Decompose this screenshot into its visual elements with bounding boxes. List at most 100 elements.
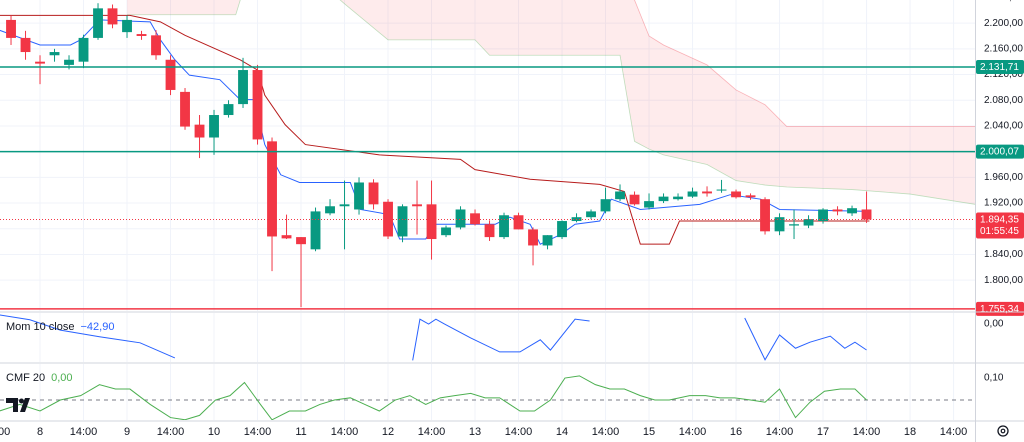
candle-body <box>35 61 45 64</box>
candle-body <box>296 237 306 245</box>
candle-body <box>542 235 553 246</box>
level-label: 2.000,07 <box>980 147 1019 158</box>
candle-body <box>354 182 364 210</box>
y-tick-label: 2.040,00 <box>984 121 1023 132</box>
x-tick-label: 14:00 <box>679 426 707 438</box>
candle-body <box>267 141 277 237</box>
last-price-label: 1.894,35 <box>980 215 1019 226</box>
level-label-box <box>976 144 1024 159</box>
pane-2 <box>0 375 975 420</box>
indicator-line <box>0 375 867 420</box>
candle-body <box>426 204 437 240</box>
candle-body <box>774 217 785 232</box>
x-tick-label: 14:00 <box>592 426 620 438</box>
candle-body <box>760 199 770 232</box>
candle-body <box>658 196 669 202</box>
legend-value: 0,00 <box>51 372 72 384</box>
candle-body <box>6 19 16 38</box>
candle-body <box>702 191 712 194</box>
y-tick-label: 2.160,00 <box>984 43 1023 54</box>
grid: 14:00 8 14:00 9 14:00 10 14:00 11 14:00 12 14:00 13… <box>0 0 967 438</box>
pane-axis-1: 0,00 Mom 10 close −42,90 <box>6 319 1004 333</box>
candle-body <box>136 34 147 36</box>
x-tick-label: 14:00 <box>244 426 272 438</box>
legend-name: CMF 20 <box>6 372 45 384</box>
candle-body <box>455 209 466 228</box>
x-tick-label: 14:00 <box>0 426 10 438</box>
x-tick-label: 9 <box>124 426 130 438</box>
x-tick-label: 8 <box>37 426 43 438</box>
x-tick-label: 14:00 <box>70 426 98 438</box>
candle-body <box>180 91 190 127</box>
candle-body <box>803 219 814 226</box>
candle-body <box>513 215 524 230</box>
candle-body <box>484 224 495 238</box>
tradingview-logo <box>6 398 30 412</box>
candle-body <box>789 224 799 226</box>
last-price-box <box>976 212 1024 239</box>
x-tick-label: 13 <box>469 426 481 438</box>
y-tick-label: 0,10 <box>984 373 1004 384</box>
candle-body <box>673 196 683 200</box>
candle-body <box>600 199 611 212</box>
pane-0 <box>0 0 975 310</box>
candle-body <box>383 201 393 237</box>
candle-body <box>122 19 132 33</box>
settings-icon[interactable] <box>997 425 1009 437</box>
x-tick-label: 18 <box>904 426 916 438</box>
y-tick-label: 1.920,00 <box>984 198 1023 209</box>
candle-body <box>861 209 872 220</box>
level-label: 1.755,34 <box>980 304 1019 315</box>
x-tick-label: 14:00 <box>940 426 968 438</box>
x-tick-label: 11 <box>295 426 306 438</box>
candle-body <box>78 37 89 62</box>
candle-body <box>64 59 74 65</box>
candle-body <box>20 37 31 53</box>
candle-body <box>194 124 205 138</box>
legend-name: Mom 10 close <box>6 321 74 333</box>
candle-body <box>209 115 219 138</box>
cloud-upper <box>633 0 975 127</box>
x-tick-label: 14:00 <box>157 426 185 438</box>
candle-body <box>281 235 292 239</box>
x-tick-label: 14:00 <box>766 426 794 438</box>
legend-value: −42,90 <box>80 321 114 333</box>
y-tick-label: 2.080,00 <box>984 95 1023 106</box>
candle-body <box>325 206 335 214</box>
candle-body <box>441 227 451 236</box>
x-tick-label: 14:00 <box>331 426 359 438</box>
x-tick-label: 16 <box>730 426 742 438</box>
level-label: 2.131,71 <box>980 62 1019 73</box>
candle-body <box>716 189 727 191</box>
indicator-line <box>0 14 870 245</box>
candle-body <box>93 8 103 38</box>
candle-body <box>238 70 248 105</box>
candle-body <box>687 191 698 197</box>
indicator-line <box>0 314 867 361</box>
candle-body <box>412 204 422 207</box>
pane-axis-0: 2.240,00 2.200,00 2.160,00 2.120,00 2.080,00… <box>976 0 1024 316</box>
y-tick-label: 1.800,00 <box>984 275 1023 286</box>
pane-1 <box>0 314 867 361</box>
candle-body <box>832 209 843 212</box>
candle-body <box>397 206 408 237</box>
candle-body <box>368 182 379 205</box>
candle-body <box>818 209 828 222</box>
x-tick-label: 14 <box>556 426 568 438</box>
y-tick-label: 1.960,00 <box>984 172 1023 183</box>
candle-body <box>339 204 350 207</box>
x-tick-label: 17 <box>817 426 829 438</box>
level-label-box <box>976 60 1024 75</box>
candle-body <box>252 70 263 140</box>
cloud-lower <box>127 0 975 205</box>
candle-body <box>644 201 654 208</box>
candle-body <box>586 211 596 218</box>
candle-body <box>165 59 176 90</box>
x-tick-label: 14:00 <box>853 426 881 438</box>
candle-body <box>745 195 756 198</box>
x-tick-label: 15 <box>643 426 655 438</box>
candle-body <box>151 35 161 56</box>
candle-body <box>310 211 321 250</box>
